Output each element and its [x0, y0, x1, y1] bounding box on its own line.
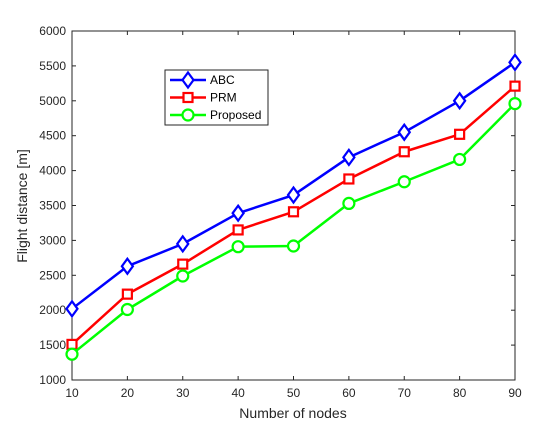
- data-point-prm: [343, 173, 355, 185]
- legend: ABC PRM Proposed: [164, 69, 269, 126]
- y-tick-label: 1500: [39, 338, 66, 352]
- series-abc: [65, 53, 522, 319]
- plot-area: [71, 30, 516, 381]
- y-tick-label: 4000: [39, 164, 66, 178]
- y-axis: 1000 1500 2000 2500 3000 3500 4000 4500 5000 5500…: [39, 24, 515, 387]
- data-point-prm: [66, 338, 78, 351]
- data-point-proposed: [397, 175, 411, 189]
- data-point-proposed: [342, 196, 356, 211]
- y-axis-label: Flight distance [m]: [14, 149, 30, 263]
- y-tick-label: 1000: [39, 373, 66, 387]
- y-tick-label: 2500: [39, 268, 66, 282]
- data-point-abc: [175, 234, 190, 254]
- legend-item-abc: ABC: [170, 70, 235, 90]
- y-tick-label: 2000: [39, 303, 66, 317]
- data-point-proposed: [231, 240, 245, 254]
- data-point-prm: [177, 258, 189, 270]
- legend-item-prm: PRM: [170, 91, 237, 105]
- x-axis-label: Number of nodes: [239, 405, 346, 421]
- data-point-prm: [287, 206, 300, 218]
- x-tick-label: 40: [231, 386, 245, 400]
- y-tick-label: 6000: [39, 24, 66, 38]
- series-proposed: [65, 96, 522, 361]
- data-point-proposed: [176, 269, 190, 283]
- x-axis: 10 20 30 40 50 60 70 80 90: [65, 31, 522, 400]
- x-tick-label: 60: [342, 386, 356, 400]
- y-tick-label: 3000: [39, 233, 66, 247]
- y-tick-label: 3500: [39, 199, 66, 213]
- data-point-abc: [286, 185, 301, 205]
- data-point-proposed: [508, 96, 522, 111]
- legend-marker-proposed: [181, 108, 195, 122]
- data-point-proposed: [120, 302, 134, 317]
- legend-label-abc: ABC: [210, 73, 235, 87]
- x-tick-label: 90: [508, 386, 522, 400]
- data-point-abc: [231, 203, 245, 223]
- x-tick-label: 70: [398, 386, 412, 400]
- x-tick-label: 80: [453, 386, 467, 400]
- data-point-abc: [508, 53, 522, 72]
- series-layer: [65, 53, 522, 361]
- data-point-prm: [509, 80, 521, 92]
- data-point-prm: [454, 128, 466, 140]
- data-point-proposed: [65, 347, 79, 361]
- data-point-proposed: [453, 152, 467, 167]
- legend-label-prm: PRM: [210, 91, 237, 105]
- y-tick-label: 5000: [39, 94, 66, 108]
- data-point-proposed: [286, 239, 301, 253]
- data-point-abc: [452, 91, 467, 111]
- legend-item-proposed: Proposed: [170, 108, 261, 122]
- y-tick-label: 4500: [39, 129, 66, 143]
- legend-marker-prm: [182, 91, 194, 104]
- data-point-prm: [121, 288, 133, 300]
- x-tick-label: 10: [65, 386, 79, 400]
- legend-marker-abc: [181, 70, 195, 90]
- x-tick-label: 30: [176, 386, 190, 400]
- x-tick-label: 20: [121, 386, 135, 400]
- legend-label-proposed: Proposed: [210, 108, 261, 122]
- data-point-abc: [65, 299, 79, 319]
- x-tick-label: 50: [287, 386, 301, 400]
- data-point-abc: [342, 147, 356, 167]
- data-point-prm: [232, 224, 244, 236]
- data-point-prm: [398, 146, 410, 158]
- data-point-abc: [120, 256, 135, 276]
- y-tick-label: 5500: [39, 59, 66, 73]
- data-point-abc: [397, 122, 412, 142]
